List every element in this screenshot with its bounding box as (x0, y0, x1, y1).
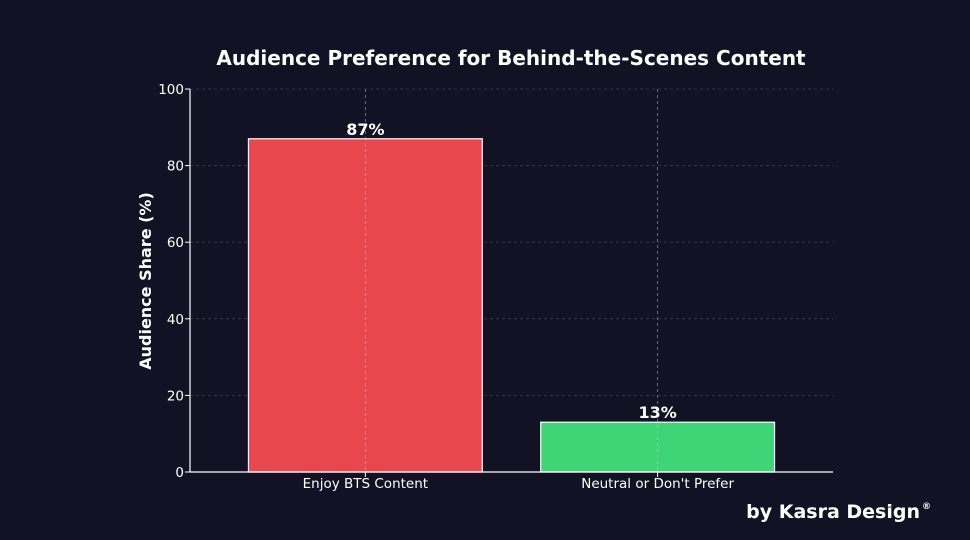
x-category-label: Enjoy BTS Content (303, 476, 428, 492)
vertical-gridlines (364, 89, 659, 472)
x-category-labels: Enjoy BTS Content Neutral or Don't Prefer (303, 476, 735, 492)
y-tick-label: 20 (167, 388, 184, 404)
registered-mark: ® (922, 502, 931, 512)
y-tick-label: 100 (158, 82, 184, 98)
data-label: 87% (346, 120, 384, 139)
axes (185, 88, 833, 477)
x-category-label: Neutral or Don't Prefer (581, 476, 734, 492)
bar-2 (540, 421, 776, 473)
y-tick-label: 40 (167, 312, 184, 328)
chart-title: Audience Preference for Behind-the-Scene… (216, 46, 806, 70)
y-tick-labels: 0 20 40 60 80 100 (158, 82, 184, 481)
y-tick-label: 60 (167, 235, 184, 251)
credit-text: by Kasra Design (746, 501, 920, 523)
bars (247, 138, 776, 473)
y-tick-label: 80 (167, 159, 184, 175)
y-axis-label: Audience Share (%) (136, 192, 155, 370)
data-label: 13% (638, 403, 676, 422)
y-tick-label: 0 (175, 465, 184, 481)
gridlines (190, 88, 833, 396)
data-labels: 87% 13% (346, 120, 677, 422)
